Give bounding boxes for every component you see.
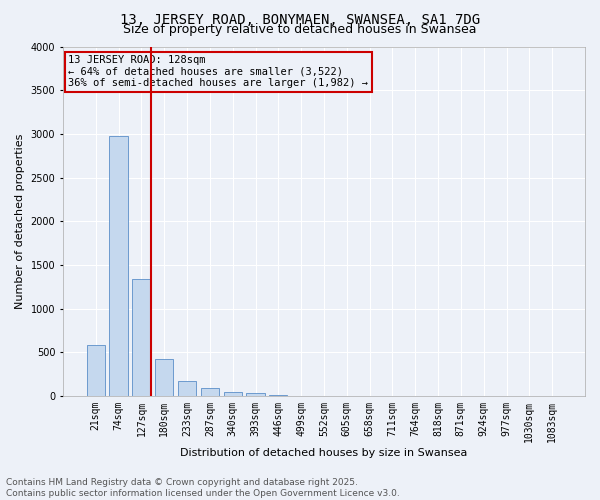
- Text: 13, JERSEY ROAD, BONYMAEN, SWANSEA, SA1 7DG: 13, JERSEY ROAD, BONYMAEN, SWANSEA, SA1 …: [120, 12, 480, 26]
- Text: 13 JERSEY ROAD: 128sqm
← 64% of detached houses are smaller (3,522)
36% of semi-: 13 JERSEY ROAD: 128sqm ← 64% of detached…: [68, 55, 368, 88]
- Text: Contains HM Land Registry data © Crown copyright and database right 2025.
Contai: Contains HM Land Registry data © Crown c…: [6, 478, 400, 498]
- Bar: [109, 136, 128, 396]
- Bar: [133, 279, 151, 396]
- Text: Size of property relative to detached houses in Swansea: Size of property relative to detached ho…: [123, 22, 477, 36]
- X-axis label: Distribution of detached houses by size in Swansea: Distribution of detached houses by size …: [180, 448, 467, 458]
- Bar: [178, 380, 196, 396]
- Bar: [224, 392, 242, 396]
- Bar: [269, 395, 287, 396]
- Bar: [247, 394, 265, 396]
- Bar: [155, 360, 173, 396]
- Bar: [86, 345, 105, 396]
- Y-axis label: Number of detached properties: Number of detached properties: [15, 134, 25, 309]
- Bar: [201, 388, 219, 396]
